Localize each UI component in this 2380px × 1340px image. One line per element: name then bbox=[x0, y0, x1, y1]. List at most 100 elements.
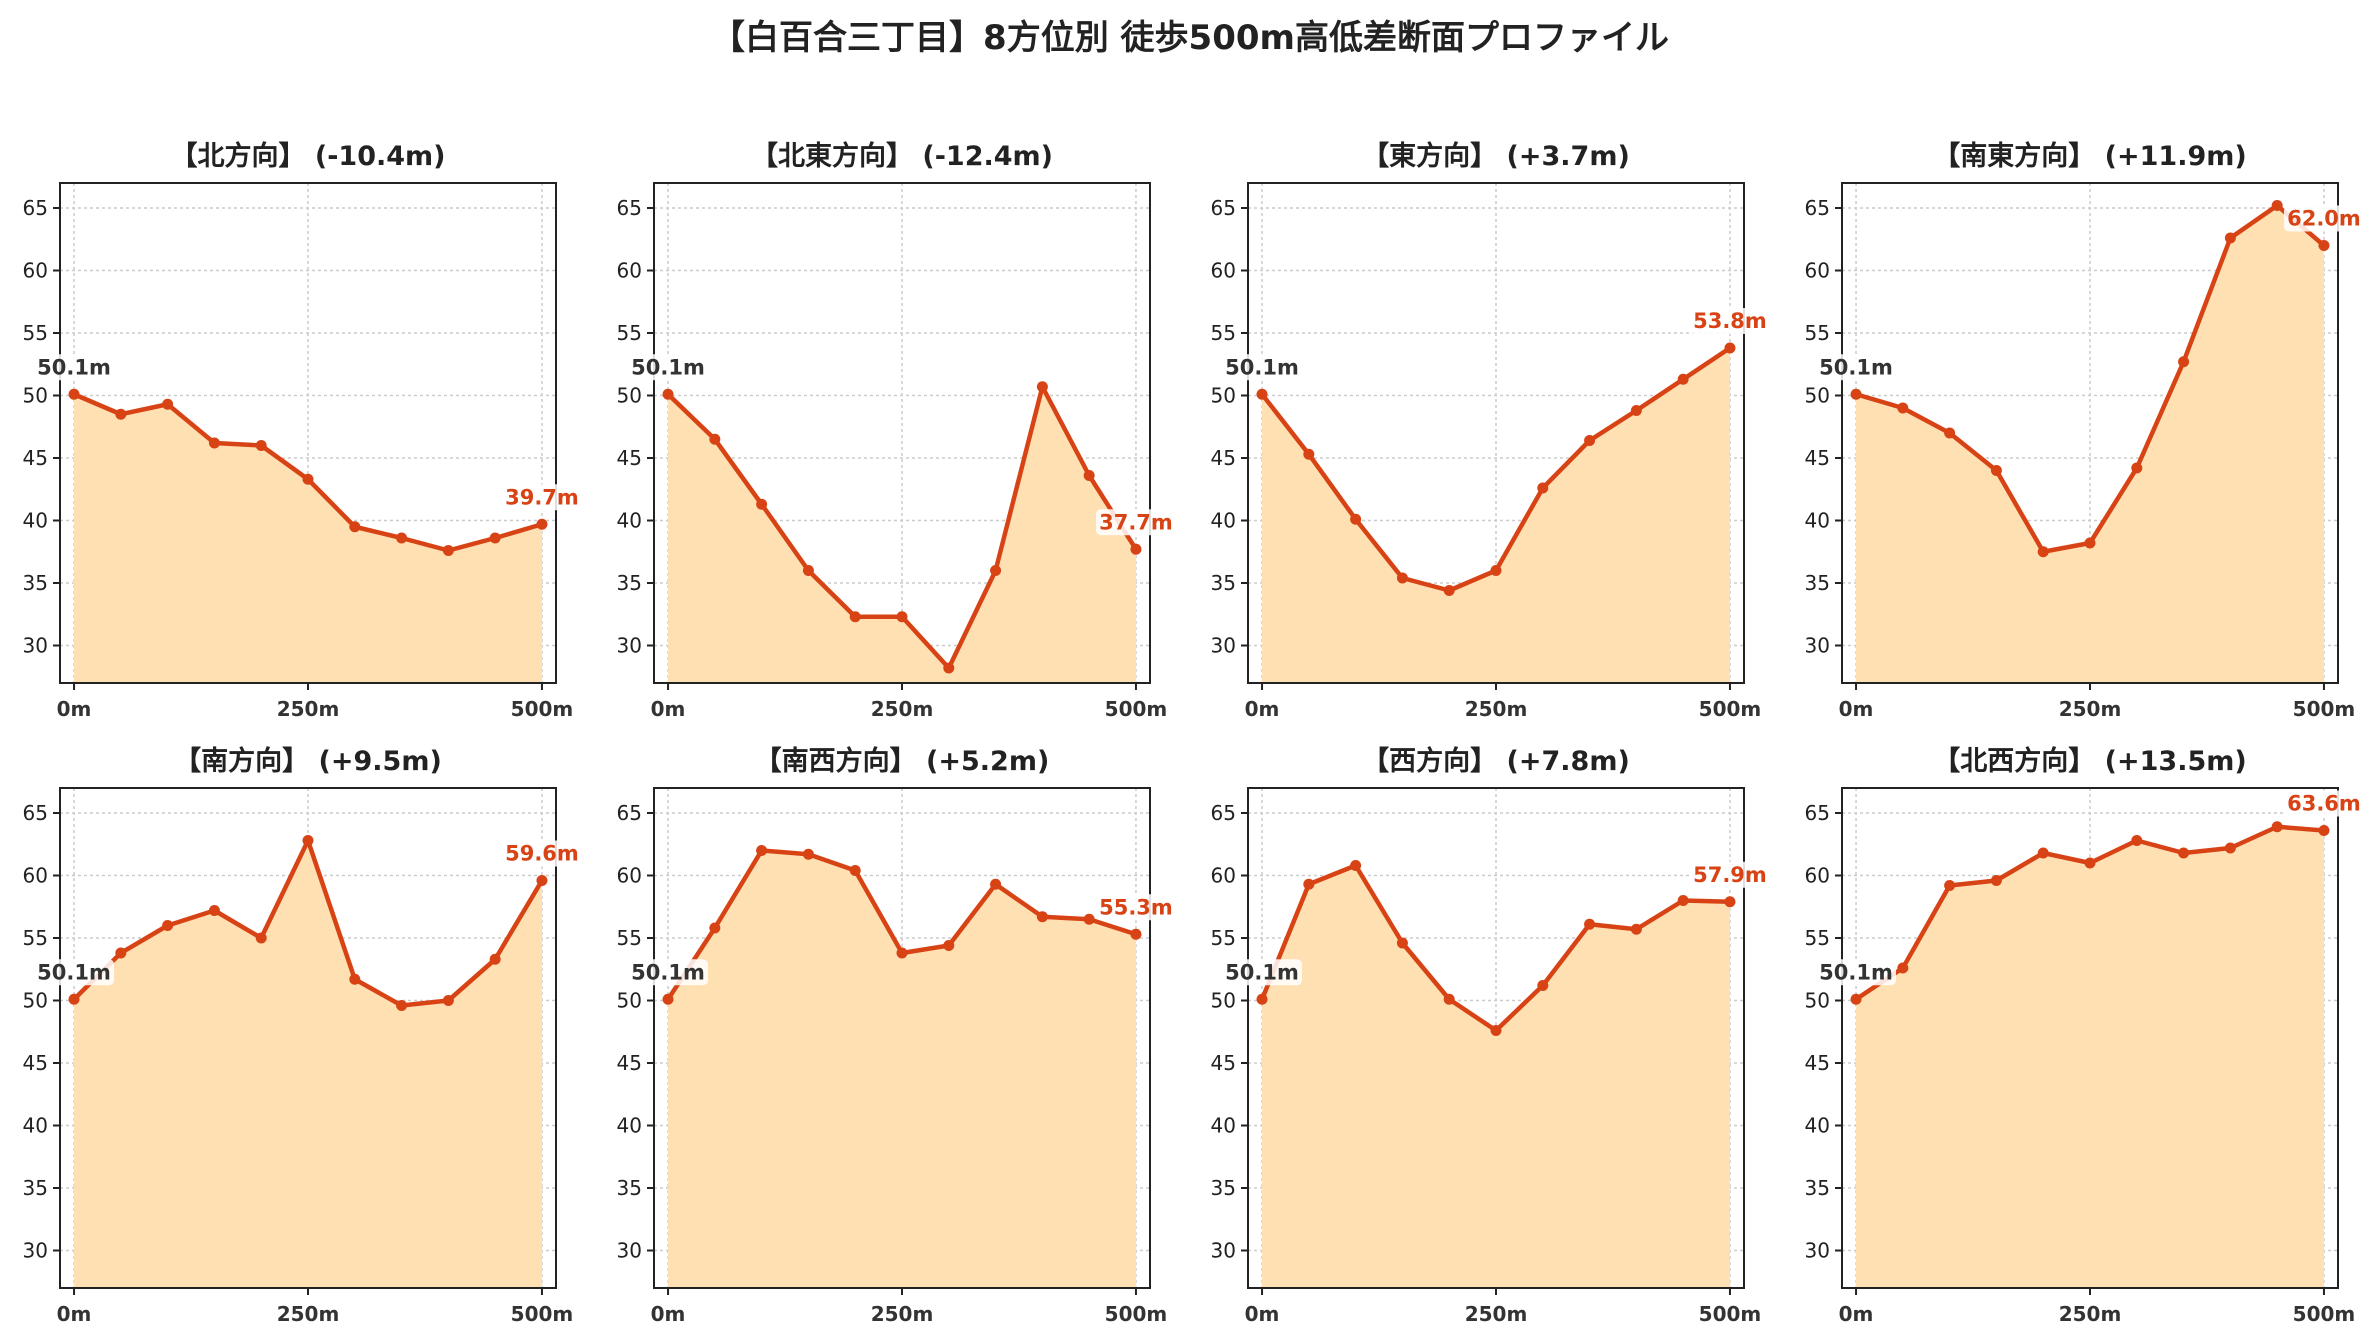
area-fill bbox=[1856, 205, 2324, 683]
y-tick-label: 30 bbox=[23, 634, 48, 658]
x-tick-label: 0m bbox=[651, 697, 686, 721]
data-point bbox=[1036, 381, 1048, 393]
y-tick-label: 40 bbox=[23, 1114, 48, 1138]
x-tick-label: 0m bbox=[1245, 697, 1280, 721]
y-tick-label: 60 bbox=[1211, 259, 1236, 283]
x-tick-label: 500m bbox=[2293, 697, 2356, 721]
data-point bbox=[662, 993, 674, 1005]
page-title: 【白百合三丁目】8方位別 徒歩500m高低差断面プロファイル bbox=[711, 18, 1669, 58]
data-point bbox=[1130, 928, 1142, 940]
x-tick-label: 0m bbox=[1839, 697, 1874, 721]
y-tick-label: 35 bbox=[617, 1176, 642, 1200]
chart-panel-7: 【西方向】 (+7.8m) 30 35 40 45 50 55 60 65 0m 250m 500m 5… bbox=[1211, 745, 1770, 1326]
y-tick-label: 45 bbox=[617, 446, 642, 470]
start-label-bg bbox=[1816, 959, 1897, 986]
y-tick-label: 55 bbox=[23, 926, 48, 950]
data-point bbox=[1897, 962, 1909, 974]
data-point bbox=[990, 878, 1002, 890]
end-label-bg bbox=[2283, 790, 2364, 817]
data-point bbox=[1944, 427, 1956, 439]
y-tick-label: 60 bbox=[617, 259, 642, 283]
y-tick-label: 35 bbox=[23, 571, 48, 595]
data-point bbox=[2318, 825, 2330, 836]
data-point bbox=[255, 440, 267, 451]
data-point bbox=[1724, 342, 1736, 354]
y-tick-label: 30 bbox=[1211, 634, 1236, 658]
x-tick-label: 500m bbox=[1699, 697, 1762, 721]
area-fill bbox=[1856, 826, 2324, 1288]
x-tick-label: 500m bbox=[1105, 697, 1168, 721]
data-point bbox=[2318, 240, 2330, 251]
y-tick-label: 30 bbox=[1805, 634, 1830, 658]
y-tick-label: 55 bbox=[617, 926, 642, 950]
area-fill bbox=[74, 394, 542, 683]
data-point bbox=[1256, 993, 1268, 1005]
data-point bbox=[2178, 847, 2190, 859]
end-label-bg bbox=[1689, 308, 1770, 334]
end-elevation-label: 59.6m bbox=[505, 842, 579, 866]
y-tick-label: 40 bbox=[1211, 1114, 1236, 1138]
chart-title: 【北東方向】 (-12.4m) bbox=[751, 140, 1053, 172]
x-tick-label: 500m bbox=[1105, 1302, 1168, 1326]
start-elevation-label: 50.1m bbox=[1225, 355, 1299, 379]
data-point bbox=[1990, 465, 2002, 476]
data-point bbox=[1130, 543, 1142, 555]
data-point bbox=[1303, 448, 1315, 460]
x-tick-label: 250m bbox=[871, 1302, 934, 1326]
y-tick-label: 50 bbox=[617, 384, 642, 408]
y-tick-label: 30 bbox=[617, 1239, 642, 1263]
y-tick-label: 50 bbox=[1211, 384, 1236, 408]
start-elevation-label: 50.1m bbox=[631, 960, 705, 984]
data-point bbox=[2224, 232, 2236, 244]
data-point bbox=[1256, 388, 1268, 400]
area-fill bbox=[668, 850, 1136, 1288]
y-tick-label: 45 bbox=[1211, 446, 1236, 470]
data-point bbox=[1944, 880, 1956, 891]
data-point bbox=[849, 865, 861, 876]
data-point bbox=[1724, 896, 1736, 908]
end-label-bg bbox=[1689, 861, 1770, 888]
y-tick-label: 45 bbox=[1211, 1051, 1236, 1075]
data-point bbox=[442, 995, 454, 1006]
data-point bbox=[2271, 821, 2283, 833]
y-tick-label: 35 bbox=[1211, 571, 1236, 595]
end-elevation-label: 63.6m bbox=[2287, 792, 2361, 816]
y-tick-label: 50 bbox=[1805, 989, 1830, 1013]
data-point bbox=[709, 433, 721, 445]
y-tick-label: 55 bbox=[1211, 926, 1236, 950]
data-point bbox=[1303, 878, 1315, 890]
data-point bbox=[2131, 835, 2143, 846]
data-point bbox=[1350, 513, 1362, 525]
chart-panel-5: 【南方向】 (+9.5m) 30 35 40 45 50 55 60 65 0m 250m 500m 5… bbox=[23, 745, 582, 1326]
data-point bbox=[396, 1000, 408, 1011]
chart-panel-4: 【南東方向】 (+11.9m) 30 35 40 45 50 55 60 65 0m 250m 500… bbox=[1805, 140, 2364, 721]
data-point bbox=[1630, 923, 1642, 935]
x-tick-label: 250m bbox=[277, 697, 340, 721]
data-point bbox=[662, 388, 674, 400]
data-point bbox=[115, 408, 127, 420]
y-tick-label: 55 bbox=[1805, 926, 1830, 950]
data-point bbox=[162, 920, 174, 931]
y-tick-label: 40 bbox=[617, 509, 642, 533]
x-tick-label: 500m bbox=[511, 697, 574, 721]
y-tick-label: 65 bbox=[1211, 801, 1236, 825]
data-point bbox=[1490, 1025, 1502, 1036]
end-elevation-label: 57.9m bbox=[1693, 863, 1767, 887]
y-tick-label: 60 bbox=[1805, 864, 1830, 888]
data-point bbox=[849, 611, 861, 623]
data-point bbox=[349, 521, 361, 533]
y-tick-label: 60 bbox=[1805, 259, 1830, 283]
y-tick-label: 35 bbox=[23, 1176, 48, 1200]
data-point bbox=[2178, 356, 2190, 368]
data-point bbox=[2224, 842, 2236, 854]
y-tick-label: 35 bbox=[1805, 1176, 1830, 1200]
y-tick-label: 60 bbox=[617, 864, 642, 888]
x-tick-label: 250m bbox=[2059, 1302, 2122, 1326]
chart-panel-8: 【北西方向】 (+13.5m) 30 35 40 45 50 55 60 65 0m 250m 500… bbox=[1805, 745, 2364, 1326]
data-point bbox=[1443, 993, 1455, 1005]
y-tick-label: 45 bbox=[617, 1051, 642, 1075]
y-tick-label: 40 bbox=[1805, 1114, 1830, 1138]
chart-title: 【北西方向】 (+13.5m) bbox=[1933, 745, 2246, 777]
start-elevation-label: 50.1m bbox=[1225, 960, 1299, 984]
